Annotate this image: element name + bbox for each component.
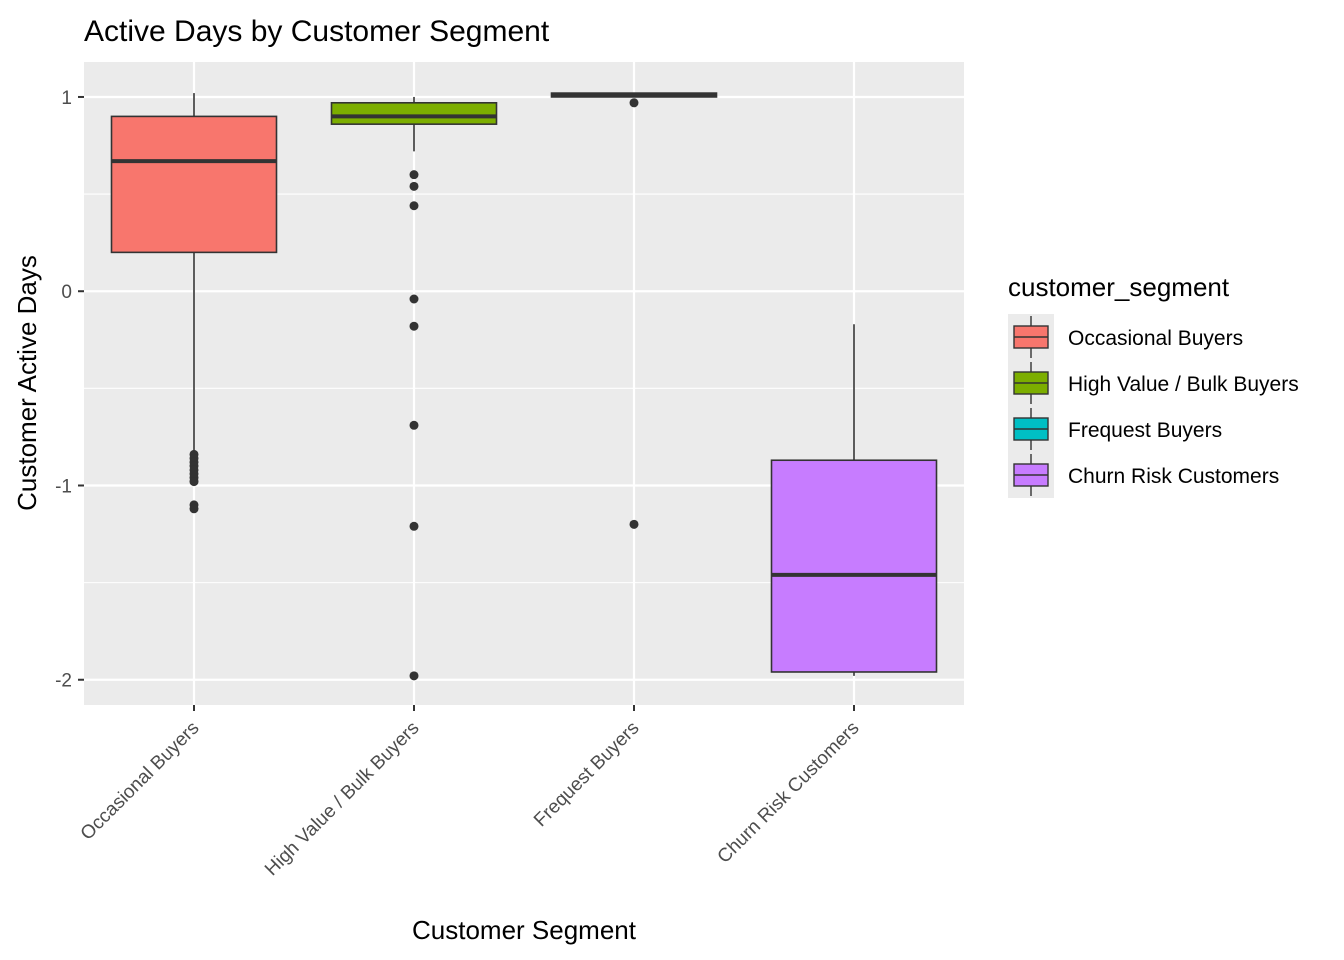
x-tick-label: Frequest Buyers (530, 718, 643, 831)
box-iqr (110, 115, 278, 254)
legend-label: Churn Risk Customers (1068, 465, 1279, 488)
legend-label: Frequest Buyers (1068, 419, 1222, 442)
outlier-point (409, 201, 419, 211)
box-3 (550, 92, 718, 529)
x-axis: Occasional Buyers High Value / Bulk Buyer… (77, 705, 864, 880)
y-tick-label: 0 (61, 282, 72, 303)
y-tick-label: -1 (55, 476, 72, 497)
outlier-point (409, 420, 419, 430)
legend-title: customer_segment (1008, 272, 1230, 302)
outlier-point (409, 671, 419, 681)
outlier-point (409, 181, 419, 191)
legend-label: Occasional Buyers (1068, 327, 1243, 350)
legend-item: Churn Risk Customers (1008, 452, 1279, 498)
legend-items: Occasional Buyers High Value / Bulk Buyer… (1008, 314, 1299, 498)
y-tick-label: -2 (55, 671, 72, 692)
outlier-point (409, 521, 419, 531)
outlier-point (189, 477, 199, 487)
y-axis-title: Customer Active Days (12, 255, 42, 511)
boxes (110, 92, 938, 681)
outlier-point (409, 294, 419, 304)
box-iqr (330, 101, 498, 125)
y-tick-label: 1 (61, 88, 72, 109)
x-tick-label: Occasional Buyers (77, 718, 204, 845)
legend-item: Occasional Buyers (1008, 314, 1243, 360)
box-1 (110, 93, 278, 514)
box-4 (770, 324, 938, 676)
outlier-point (189, 504, 199, 514)
outlier-point (629, 519, 639, 529)
chart-title: Active Days by Customer Segment (84, 15, 550, 48)
box-iqr (770, 459, 938, 673)
legend: customer_segment Occasional Buyers High V… (1008, 272, 1299, 498)
outlier-point (409, 170, 419, 180)
legend-item: High Value / Bulk Buyers (1008, 360, 1299, 406)
legend-label: High Value / Bulk Buyers (1068, 373, 1299, 396)
box-2 (330, 96, 498, 681)
outlier-point (629, 98, 639, 108)
x-axis-title: Customer Segment (412, 915, 637, 945)
x-tick-label: High Value / Bulk Buyers (261, 718, 423, 880)
y-axis: 1 0 -1 -2 (55, 88, 84, 692)
x-tick-label: Churn Risk Customers (714, 718, 864, 868)
outlier-point (409, 321, 419, 331)
legend-item: Frequest Buyers (1008, 406, 1222, 452)
